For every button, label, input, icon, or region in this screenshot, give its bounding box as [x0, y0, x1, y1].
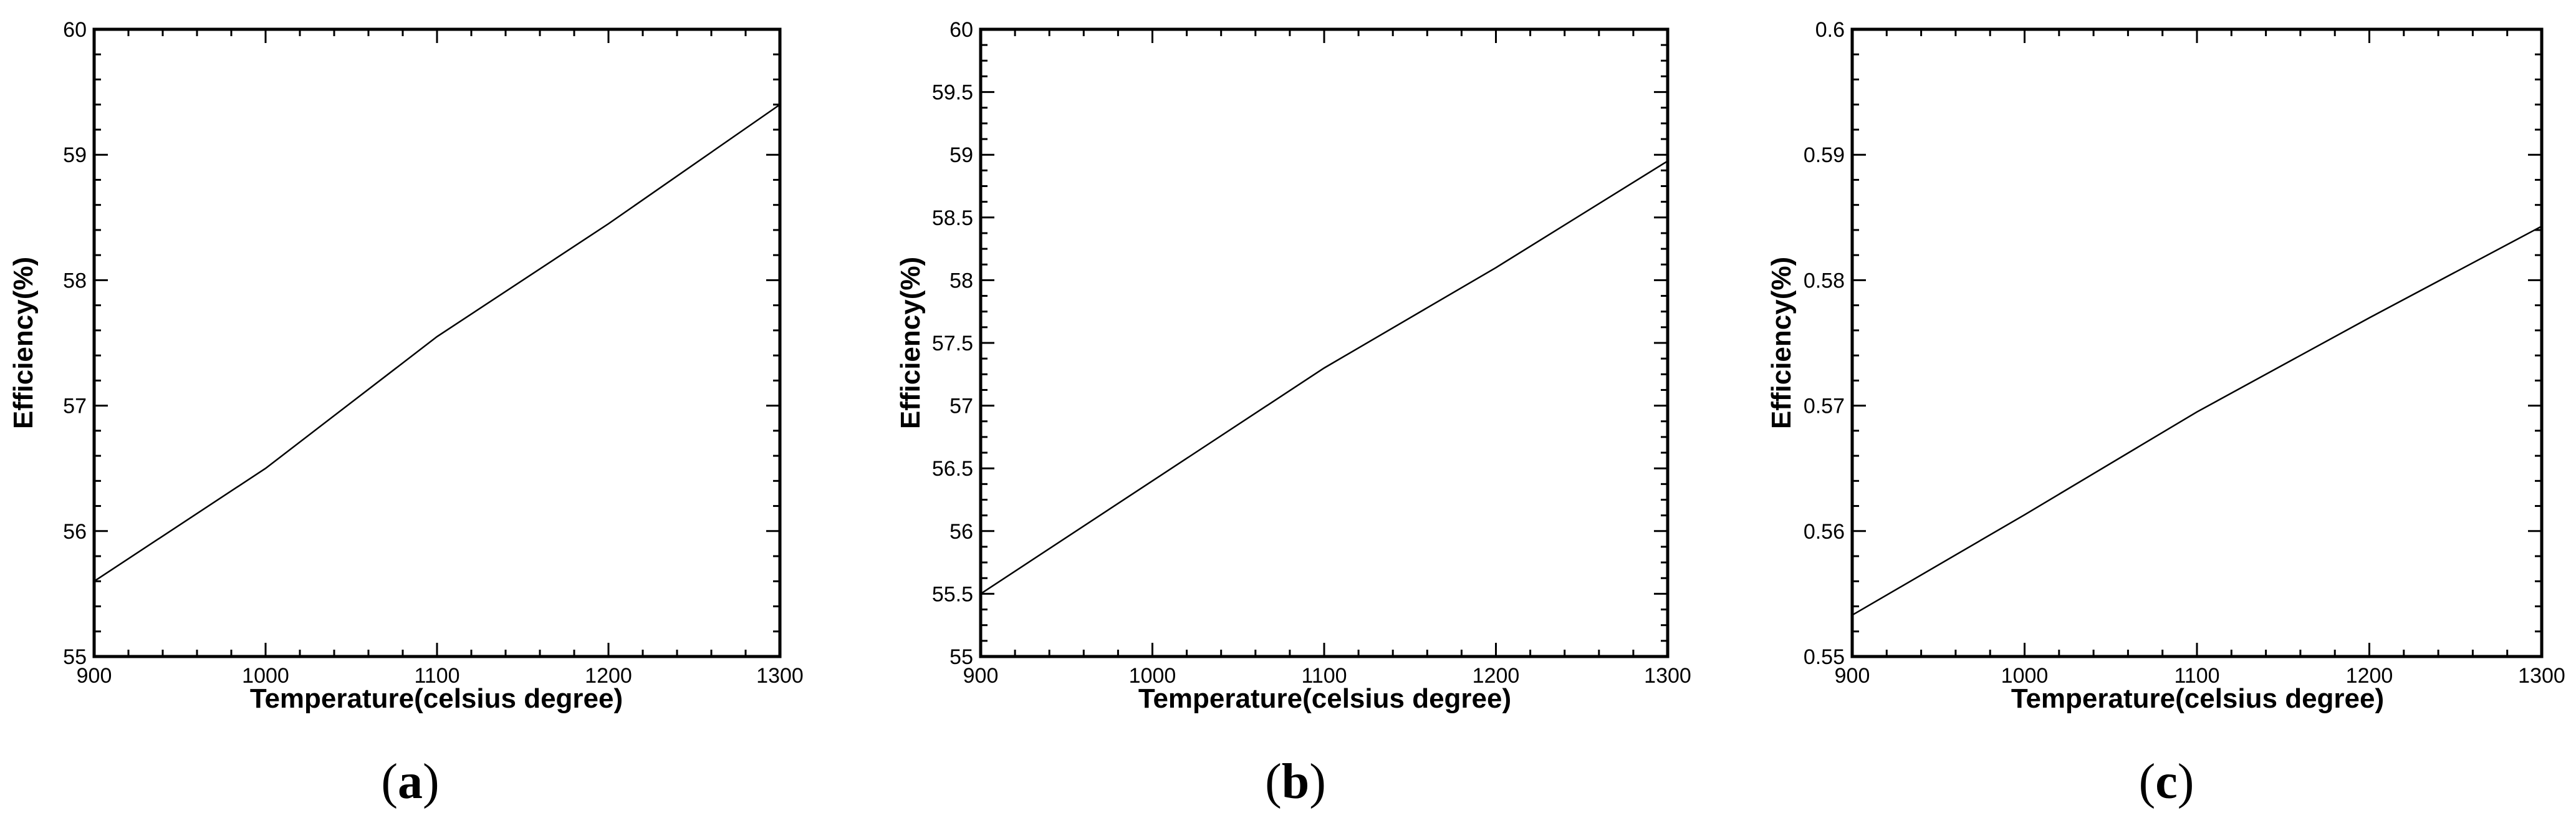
x-tick-label: 1300	[2518, 664, 2565, 688]
y-tick-label: 58	[63, 269, 87, 292]
x-tick-label: 1000	[2001, 664, 2049, 688]
y-tick-label: 56	[949, 520, 973, 544]
y-tick-label: 55	[63, 645, 87, 669]
chart-panel-b: 900 1000 1100 1200 1300 55 55.5 56 56.5 57 57.5 58 5…	[895, 18, 1691, 809]
efficiency-line	[980, 160, 1668, 595]
y-tick-label: 59	[63, 143, 87, 167]
y-tick-label: 55	[949, 645, 973, 669]
plot-frame	[92, 27, 782, 658]
x-axis-label: Temperature(celsius degree)	[1138, 683, 1511, 714]
y-tick-label: 60	[63, 18, 87, 42]
plot-frame	[979, 27, 1670, 658]
efficiency-line	[1852, 225, 2542, 616]
x-tick-label: 1100	[2174, 664, 2219, 688]
chart-panel-c: 900 1000 1100 1200 1300 0.55 0.56 0.57 0.58 0.59 0…	[1766, 18, 2565, 809]
x-tick-label: 1200	[585, 664, 632, 688]
x-tick-label: 1000	[242, 664, 289, 688]
x-tick-label: 1200	[2346, 664, 2393, 688]
x-axis-label: Temperature(celsius degree)	[2011, 683, 2384, 714]
y-tick-label: 0.56	[1804, 520, 1845, 544]
y-axis-label: Efficiency(%)	[1766, 257, 1797, 429]
panel-label: (c)	[2139, 754, 2194, 809]
x-tick-label: 1300	[1644, 664, 1691, 688]
x-tick-label: 900	[963, 664, 999, 688]
x-tick-label: 1200	[1473, 664, 1520, 688]
y-tick-label: 0.58	[1804, 269, 1845, 292]
y-tick-label: 0.59	[1804, 143, 1845, 167]
y-tick-label: 57	[949, 395, 973, 418]
panel-label: (b)	[1265, 754, 1326, 809]
y-tick-label: 58	[949, 269, 973, 292]
plot-frame	[1850, 27, 2544, 658]
x-tick-label: 900	[1835, 664, 1870, 688]
x-tick-label: 1100	[1301, 664, 1347, 688]
y-tick-label: 59	[949, 143, 973, 167]
y-tick-label: 56	[63, 520, 87, 544]
y-tick-label: 0.6	[1815, 18, 1845, 42]
y-axis-label: Efficiency(%)	[8, 257, 39, 429]
chart-panel-a: 900 1000 1100 1200 1300 55 56 57 58 59 60 Temperatu…	[8, 18, 804, 809]
y-tick-label: 0.55	[1804, 645, 1845, 669]
x-tick-label: 1300	[756, 664, 804, 688]
y-tick-label: 56.5	[932, 457, 973, 481]
y-tick-label: 57	[63, 395, 87, 418]
efficiency-line	[94, 103, 781, 582]
y-tick-label: 57.5	[932, 332, 973, 355]
x-tick-label: 1000	[1129, 664, 1176, 688]
panel-label: (a)	[381, 754, 439, 809]
y-tick-label: 58.5	[932, 206, 973, 230]
y-tick-label: 60	[949, 18, 973, 42]
x-tick-label: 1100	[414, 664, 459, 688]
y-tick-label: 0.57	[1804, 395, 1845, 418]
x-tick-label: 900	[77, 664, 112, 688]
y-tick-label: 55.5	[932, 582, 973, 606]
x-axis-label: Temperature(celsius degree)	[250, 683, 623, 714]
y-tick-label: 59.5	[932, 81, 973, 105]
y-axis-label: Efficiency(%)	[895, 257, 926, 429]
